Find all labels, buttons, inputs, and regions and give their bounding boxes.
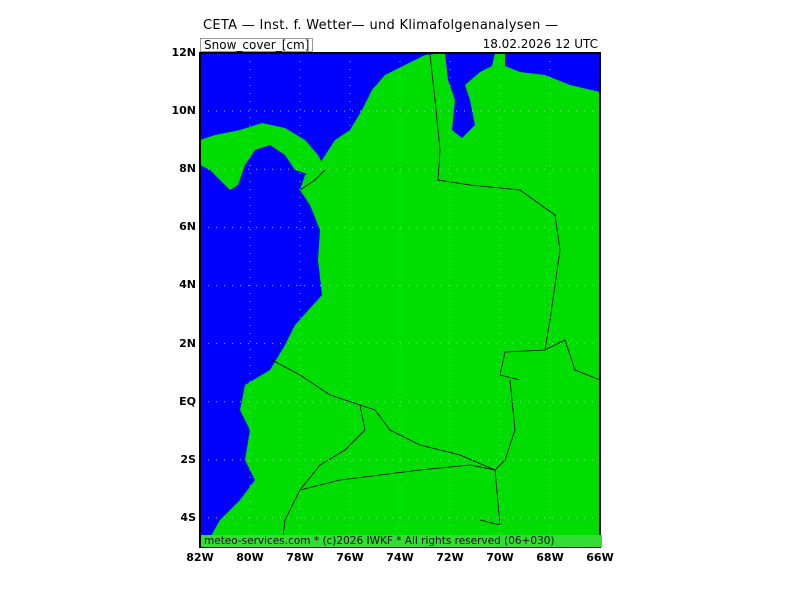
land-panama	[200, 123, 325, 190]
parameter-label: Snow_cover_[cm]	[200, 38, 314, 52]
lat-label: 6N	[179, 220, 196, 234]
lat-label: EQ	[179, 394, 196, 408]
lat-label: 2N	[179, 336, 196, 350]
lon-label: 70W	[486, 551, 514, 564]
lat-label: 12N	[171, 46, 196, 59]
lon-label: 68W	[536, 551, 564, 564]
lon-label: 76W	[336, 551, 364, 564]
lat-label: 2S	[180, 452, 196, 466]
lon-label: 72W	[436, 551, 464, 564]
lon-label: 82W	[186, 551, 214, 564]
lat-label: 10N	[171, 104, 196, 118]
footer-credit: meteo-services.com * (c)2026 IWKF * All …	[201, 535, 602, 547]
lon-label: 78W	[286, 551, 314, 564]
chart-title: CETA — Inst. f. Wetter— und Klimafolgena…	[203, 18, 559, 33]
lat-label: 4S	[180, 510, 196, 524]
lat-label: 4N	[179, 278, 196, 292]
info-bar: Snow_cover_[cm] 18.02.2026 12 UTC	[200, 38, 600, 52]
datetime-label: 18.02.2026 12 UTC	[482, 37, 598, 51]
map-frame	[199, 52, 601, 548]
lon-label: 74W	[386, 551, 414, 564]
lat-label: 8N	[179, 162, 196, 176]
lon-label: 80W	[236, 551, 264, 564]
country-borders	[271, 54, 601, 548]
land-mainland	[205, 53, 600, 547]
lon-label: 66W	[586, 551, 614, 564]
